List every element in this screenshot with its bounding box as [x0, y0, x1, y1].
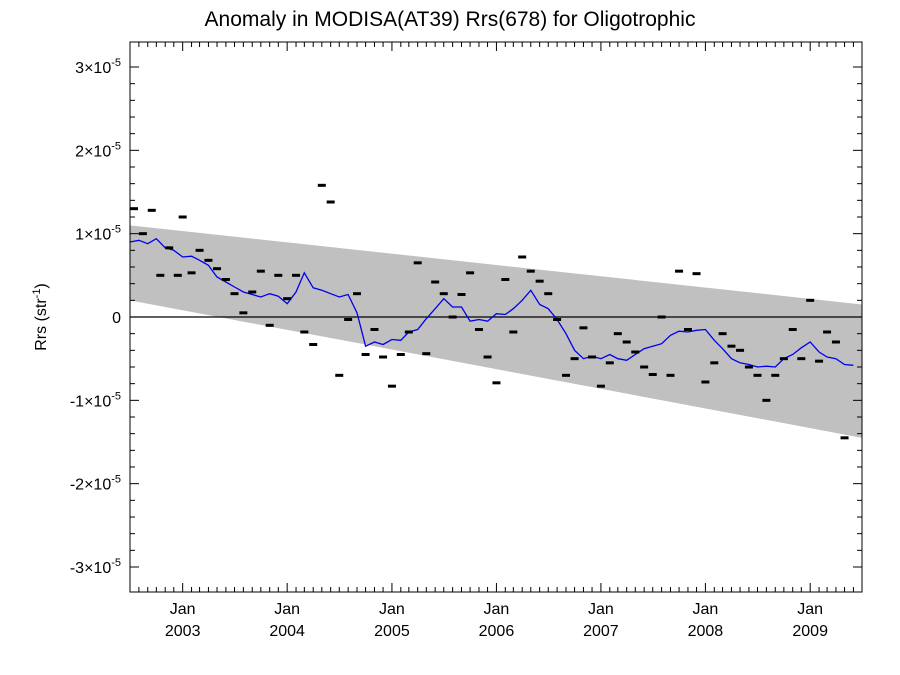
x-tick-year-label: 2006	[479, 623, 515, 640]
smoothed-line	[129, 237, 854, 368]
y-axis-label: Rrs (str-1)	[31, 283, 50, 351]
y-tick-label: 1×10-5	[75, 224, 121, 244]
monthly-series-layer	[130, 183, 849, 440]
x-tick-month-label: Jan	[274, 601, 300, 618]
x-tick-month-label: Jan	[797, 601, 823, 618]
confidence-band	[130, 225, 862, 438]
x-tick-year-label: 2007	[583, 623, 619, 640]
axes-layer: 3×10-5 2×10-5 1×10-5 0 -1×10-5 -2×10-5 -3×10-5…	[70, 41, 863, 640]
x-tick-month-label: Jan	[693, 601, 719, 618]
x-tick-month-label: Jan	[588, 601, 614, 618]
y-tick-label: 0	[112, 310, 121, 327]
y-tick-label: -3×10-5	[70, 557, 121, 577]
x-tick-month-label: Jan	[170, 601, 196, 618]
x-tick-month-label: Jan	[379, 601, 405, 618]
x-tick-year-label: 2004	[269, 623, 305, 640]
y-axis-label-text: Rrs (str-1)	[31, 283, 50, 351]
y-tick-label: 2×10-5	[75, 140, 121, 160]
confidence-band-layer	[130, 225, 862, 438]
x-tick-year-label: 2008	[688, 623, 724, 640]
y-tick-label: -1×10-5	[70, 390, 121, 410]
chart-title: Anomaly in MODISA(AT39) Rrs(678) for Oli…	[204, 8, 696, 31]
y-tick-label: -2×10-5	[70, 474, 121, 494]
x-tick-year-label: 2009	[792, 623, 828, 640]
x-tick-month-label: Jan	[484, 601, 510, 618]
smoothed-series-layer	[129, 237, 854, 368]
x-tick-year-label: 2003	[165, 623, 201, 640]
y-tick-label: 3×10-5	[75, 57, 121, 77]
x-tick-year-label: 2005	[374, 623, 410, 640]
